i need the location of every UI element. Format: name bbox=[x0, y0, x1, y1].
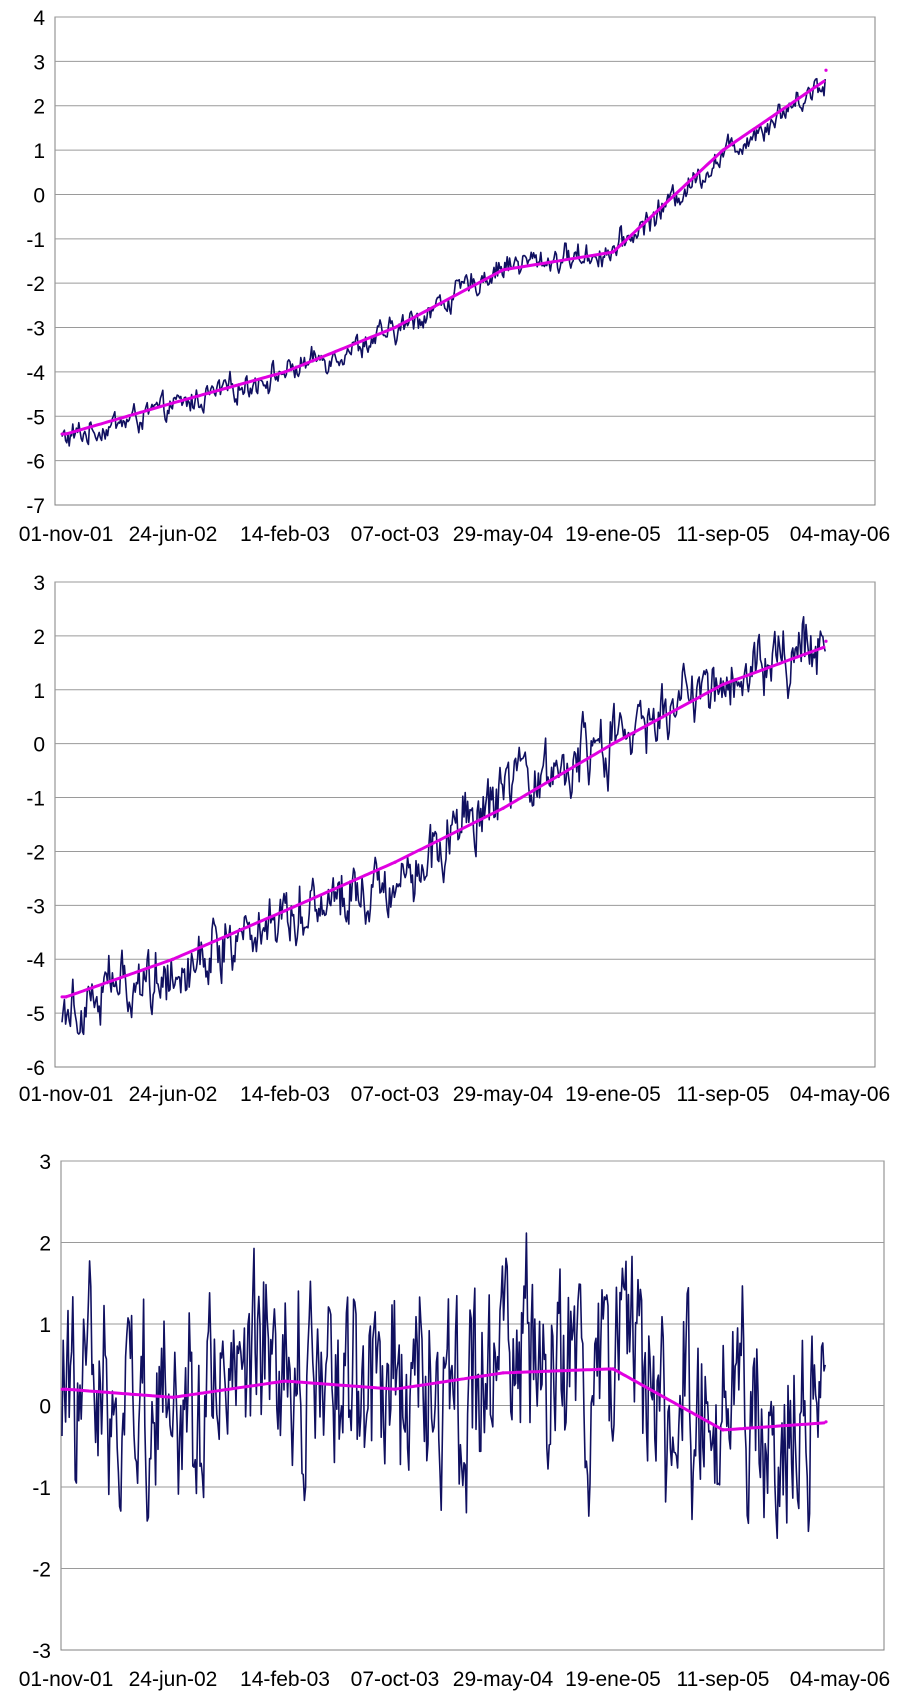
x-tick-label-1-3: 07-oct-03 bbox=[351, 523, 440, 546]
y-tick-label-1-2: 2 bbox=[33, 96, 45, 119]
y-tick-label-2-9: -6 bbox=[26, 1057, 45, 1080]
trend-point-1-0 bbox=[64, 432, 68, 436]
y-tick-label-2-8: -5 bbox=[26, 1003, 45, 1026]
y-tick-label-2-3: 0 bbox=[33, 734, 45, 757]
x-tick-label-1-4: 29-may-04 bbox=[453, 523, 554, 546]
y-tick-label-1-8: -4 bbox=[26, 362, 45, 385]
trend-point-1-7 bbox=[824, 68, 828, 72]
x-tick-label-2-1: 24-jun-02 bbox=[129, 1083, 218, 1106]
trend-point-1-4 bbox=[501, 268, 505, 272]
series-noisy-2 bbox=[61, 615, 826, 1036]
y-tick-label-3-2: 1 bbox=[39, 1314, 51, 1337]
trend-point-3-3 bbox=[393, 1387, 397, 1391]
y-tick-label-1-11: -7 bbox=[26, 495, 45, 518]
x-tick-label-2-5: 19-ene-05 bbox=[565, 1083, 661, 1106]
y-tick-label-1-3: 1 bbox=[33, 140, 45, 163]
y-tick-label-1-0: 4 bbox=[33, 7, 45, 30]
y-tick-label-1-7: -3 bbox=[26, 318, 45, 341]
x-tick-label-2-4: 29-may-04 bbox=[453, 1083, 554, 1106]
trend-point-3-4 bbox=[501, 1371, 505, 1375]
y-tick-label-1-5: -1 bbox=[26, 229, 45, 252]
series-trend-3 bbox=[60, 1367, 826, 1432]
plot-area-2 bbox=[54, 581, 876, 1068]
trend-point-2-6 bbox=[721, 682, 725, 686]
plot-area-1 bbox=[54, 16, 876, 506]
trend-point-3-0 bbox=[64, 1387, 68, 1391]
trend-point-1-2 bbox=[283, 370, 287, 374]
y-tick-label-2-5: -2 bbox=[26, 841, 45, 864]
y-tick-label-1-1: 3 bbox=[33, 51, 45, 74]
trend-point-2-0 bbox=[64, 995, 68, 999]
y-tick-label-3-1: 2 bbox=[39, 1233, 51, 1256]
y-tick-label-1-10: -6 bbox=[26, 451, 45, 474]
trend-point-2-1 bbox=[171, 957, 175, 961]
y-tick-label-3-4: -1 bbox=[32, 1477, 51, 1500]
x-tick-label-3-4: 29-may-04 bbox=[453, 1668, 554, 1691]
x-tick-label-1-2: 14-feb-03 bbox=[240, 523, 330, 546]
y-tick-label-2-2: 1 bbox=[33, 680, 45, 703]
y-tick-label-2-7: -4 bbox=[26, 949, 45, 972]
trend-point-3-7 bbox=[824, 1420, 828, 1424]
y-tick-label-3-5: -2 bbox=[32, 1559, 51, 1582]
trend-point-2-2 bbox=[283, 909, 287, 913]
x-tick-label-3-2: 14-feb-03 bbox=[240, 1668, 330, 1691]
x-tick-label-2-7: 04-may-06 bbox=[790, 1083, 890, 1106]
y-tick-label-1-9: -5 bbox=[26, 406, 45, 429]
y-tick-label-2-4: -1 bbox=[26, 788, 45, 811]
x-tick-label-3-7: 04-may-06 bbox=[790, 1668, 890, 1691]
x-tick-label-3-1: 24-jun-02 bbox=[129, 1668, 218, 1691]
trend-point-1-5 bbox=[611, 250, 615, 254]
series-trend-2 bbox=[60, 645, 826, 999]
x-tick-label-3-0: 01-nov-01 bbox=[19, 1668, 114, 1691]
x-tick-label-3-3: 07-oct-03 bbox=[351, 1668, 440, 1691]
x-tick-label-1-1: 24-jun-02 bbox=[129, 523, 218, 546]
trend-point-2-7 bbox=[824, 639, 828, 643]
series-trend-1 bbox=[60, 79, 826, 436]
trend-point-3-5 bbox=[611, 1367, 615, 1371]
chart-2: 3 2 1 0 -1 -2 -3 -4 -5 -6 01-nov-01 24-jun-02 14-feb… bbox=[19, 572, 890, 1106]
y-tick-label-3-6: -3 bbox=[32, 1640, 51, 1663]
trend-point-3-2 bbox=[283, 1379, 287, 1383]
series-noisy-3 bbox=[61, 1232, 826, 1539]
x-tick-label-2-2: 14-feb-03 bbox=[240, 1083, 330, 1106]
y-tick-label-2-0: 3 bbox=[33, 572, 45, 595]
x-tick-label-2-0: 01-nov-01 bbox=[19, 1083, 114, 1106]
trend-point-1-3 bbox=[393, 325, 397, 330]
trend-point-2-4 bbox=[501, 806, 505, 810]
chart-3: 3 2 1 0 -1 -2 -3 01-nov-01 24-jun-02 14-feb-03 07-… bbox=[19, 1151, 890, 1691]
y-tick-label-1-4: 0 bbox=[33, 184, 45, 207]
x-tick-label-2-6: 11-sep-05 bbox=[676, 1083, 769, 1106]
x-tick-label-1-7: 04-may-06 bbox=[790, 523, 890, 546]
x-tick-label-1-5: 19-ene-05 bbox=[565, 523, 661, 546]
trend-point-3-6 bbox=[721, 1428, 725, 1432]
trend-point-1-1 bbox=[171, 401, 175, 405]
y-tick-label-3-0: 3 bbox=[39, 1151, 51, 1174]
trend-point-2-5 bbox=[611, 742, 615, 746]
y-tick-label-2-6: -3 bbox=[26, 895, 45, 918]
x-tick-label-3-6: 11-sep-05 bbox=[676, 1668, 769, 1691]
y-tick-label-2-1: 2 bbox=[33, 626, 45, 649]
trend-point-3-1 bbox=[171, 1395, 175, 1399]
y-tick-label-3-3: 0 bbox=[39, 1396, 51, 1419]
trend-point-1-6 bbox=[721, 148, 725, 152]
y-tick-label-1-6: -2 bbox=[26, 273, 45, 296]
x-tick-label-1-6: 11-sep-05 bbox=[676, 523, 769, 546]
x-tick-label-1-0: 01-nov-01 bbox=[19, 523, 114, 546]
trend-point-2-3 bbox=[393, 860, 397, 864]
x-tick-label-2-3: 07-oct-03 bbox=[351, 1083, 440, 1106]
x-tick-label-3-5: 19-ene-05 bbox=[565, 1668, 661, 1691]
chart-1: 4 3 2 1 0 -1 -2 -3 -4 -5 -6 -7 01-nov-01 24-jun-02 14-… bbox=[19, 7, 890, 546]
